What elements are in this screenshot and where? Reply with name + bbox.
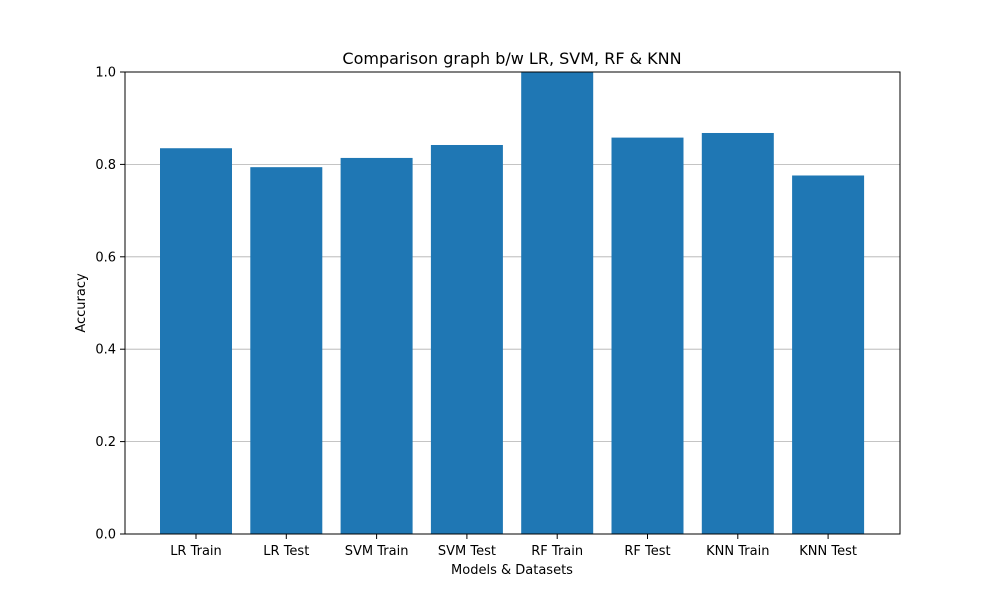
x-axis-ticks: LR Train LR Test SVM Train SVM Test RF Train… xyxy=(170,534,857,559)
x-tick-label: SVM Train xyxy=(345,544,409,559)
bar-lr-test xyxy=(250,167,323,534)
bar-rf-test xyxy=(611,137,684,534)
x-tick-label: SVM Test xyxy=(438,544,496,559)
bars xyxy=(160,72,865,535)
x-tick-label: LR Test xyxy=(263,544,309,559)
x-axis-label: Models & Datasets xyxy=(451,563,573,578)
bar-svm-test xyxy=(430,144,503,534)
x-tick-label: LR Train xyxy=(170,544,222,559)
y-tick-label: 0.0 xyxy=(95,528,116,543)
x-tick-label: KNN Test xyxy=(799,544,857,559)
bar-knn-train xyxy=(701,132,774,534)
y-tick-label: 0.8 xyxy=(95,158,116,173)
y-axis-ticks: 0.0 0.2 0.4 0.6 0.8 1.0 xyxy=(95,66,125,543)
y-tick-label: 0.4 xyxy=(95,343,116,358)
y-tick-label: 0.2 xyxy=(95,435,116,450)
bar-lr-train xyxy=(160,148,232,535)
bar-svm-train xyxy=(340,157,413,534)
chart-title: Comparison graph b/w LR, SVM, RF & KNN xyxy=(342,49,681,68)
grid-lines xyxy=(125,71,900,535)
x-tick-label: RF Train xyxy=(531,544,583,559)
y-tick-label: 1.0 xyxy=(95,66,116,81)
x-tick-label: KNN Train xyxy=(706,544,769,559)
y-axis-label: Accuracy xyxy=(74,273,89,333)
bar-knn-test xyxy=(792,175,865,534)
bar-rf-train xyxy=(521,72,594,534)
plot-area-frame xyxy=(124,71,901,535)
y-tick-label: 0.6 xyxy=(95,250,116,265)
x-tick-label: RF Test xyxy=(624,544,670,559)
